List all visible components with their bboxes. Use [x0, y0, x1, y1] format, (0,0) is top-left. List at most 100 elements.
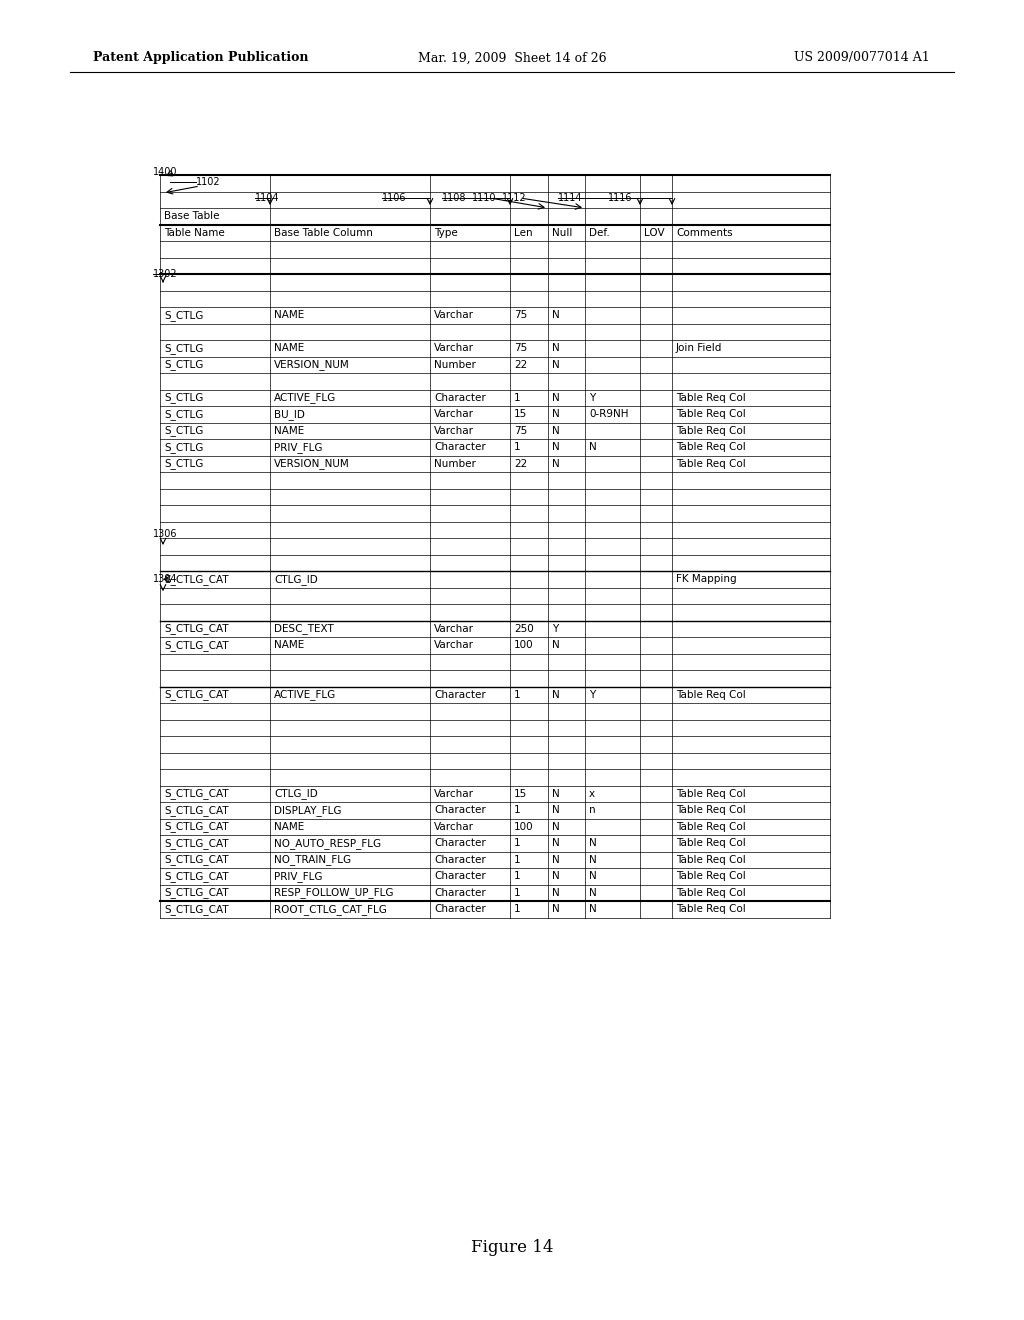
Text: 1: 1: [514, 871, 520, 882]
Text: 1: 1: [514, 838, 520, 849]
Text: Varchar: Varchar: [434, 640, 474, 651]
Text: Table Name: Table Name: [164, 228, 224, 238]
Text: 15: 15: [514, 789, 527, 799]
Text: Y: Y: [589, 690, 595, 700]
Text: Table Req Col: Table Req Col: [676, 426, 745, 436]
Text: Y: Y: [589, 393, 595, 403]
Text: 75: 75: [514, 426, 527, 436]
Text: ROOT_CTLG_CAT_FLG: ROOT_CTLG_CAT_FLG: [274, 904, 387, 915]
Text: Character: Character: [434, 442, 485, 453]
Text: S_CTLG_CAT: S_CTLG_CAT: [164, 788, 228, 799]
Text: Table Req Col: Table Req Col: [676, 888, 745, 898]
Text: Character: Character: [434, 690, 485, 700]
Text: S_CTLG_CAT: S_CTLG_CAT: [164, 904, 228, 915]
Text: N: N: [589, 904, 597, 915]
Text: 1106: 1106: [382, 193, 407, 203]
Text: 1306: 1306: [153, 529, 177, 539]
Text: 250: 250: [514, 624, 534, 634]
Text: n: n: [589, 805, 596, 816]
Text: 75: 75: [514, 310, 527, 321]
Text: Character: Character: [434, 393, 485, 403]
Text: 1: 1: [514, 442, 520, 453]
Text: NO_AUTO_RESP_FLG: NO_AUTO_RESP_FLG: [274, 838, 381, 849]
Text: 100: 100: [514, 822, 534, 832]
Text: Varchar: Varchar: [434, 624, 474, 634]
Text: S_CTLG: S_CTLG: [164, 442, 204, 453]
Text: Join Field: Join Field: [676, 343, 722, 354]
Text: PRIV_FLG: PRIV_FLG: [274, 871, 323, 882]
Text: ACTIVE_FLG: ACTIVE_FLG: [274, 392, 336, 403]
Text: Table Req Col: Table Req Col: [676, 459, 745, 469]
Text: S_CTLG: S_CTLG: [164, 359, 204, 370]
Text: RESP_FOLLOW_UP_FLG: RESP_FOLLOW_UP_FLG: [274, 887, 393, 898]
Text: N: N: [552, 904, 560, 915]
Text: 1112: 1112: [502, 193, 526, 203]
Text: 1: 1: [514, 888, 520, 898]
Text: VERSION_NUM: VERSION_NUM: [274, 458, 350, 469]
Text: Character: Character: [434, 838, 485, 849]
Text: Character: Character: [434, 871, 485, 882]
Text: BU_ID: BU_ID: [274, 409, 305, 420]
Text: N: N: [552, 822, 560, 832]
Text: VERSION_NUM: VERSION_NUM: [274, 359, 350, 370]
Text: S_CTLG_CAT: S_CTLG_CAT: [164, 821, 228, 832]
Text: Varchar: Varchar: [434, 343, 474, 354]
Text: 1: 1: [514, 904, 520, 915]
Text: 1110: 1110: [472, 193, 497, 203]
Text: Def.: Def.: [589, 228, 609, 238]
Text: Varchar: Varchar: [434, 310, 474, 321]
Text: CTLG_ID: CTLG_ID: [274, 788, 317, 799]
Text: N: N: [552, 805, 560, 816]
Text: N: N: [552, 343, 560, 354]
Text: Number: Number: [434, 360, 476, 370]
Text: Table Req Col: Table Req Col: [676, 409, 745, 420]
Text: Mar. 19, 2009  Sheet 14 of 26: Mar. 19, 2009 Sheet 14 of 26: [418, 51, 606, 65]
Text: 22: 22: [514, 360, 527, 370]
Text: Table Req Col: Table Req Col: [676, 789, 745, 799]
Text: S_CTLG_CAT: S_CTLG_CAT: [164, 854, 228, 865]
Text: Character: Character: [434, 805, 485, 816]
Text: NAME: NAME: [274, 640, 304, 651]
Text: Base Table: Base Table: [164, 211, 219, 222]
Text: Character: Character: [434, 904, 485, 915]
Text: 1: 1: [514, 805, 520, 816]
Text: Varchar: Varchar: [434, 409, 474, 420]
Text: Comments: Comments: [676, 228, 732, 238]
Text: 1: 1: [514, 393, 520, 403]
Text: N: N: [552, 459, 560, 469]
Text: S_CTLG: S_CTLG: [164, 343, 204, 354]
Text: N: N: [552, 888, 560, 898]
Text: N: N: [589, 442, 597, 453]
Text: Varchar: Varchar: [434, 789, 474, 799]
Text: N: N: [589, 888, 597, 898]
Text: Base Table Column: Base Table Column: [274, 228, 373, 238]
Text: Character: Character: [434, 888, 485, 898]
Text: Varchar: Varchar: [434, 426, 474, 436]
Text: NAME: NAME: [274, 822, 304, 832]
Text: Y: Y: [552, 624, 558, 634]
Text: N: N: [552, 360, 560, 370]
Text: x: x: [589, 789, 595, 799]
Text: DISPLAY_FLG: DISPLAY_FLG: [274, 805, 341, 816]
Text: S_CTLG: S_CTLG: [164, 458, 204, 469]
Text: N: N: [552, 393, 560, 403]
Text: 1108: 1108: [442, 193, 467, 203]
Text: 1102: 1102: [196, 177, 220, 187]
Text: Varchar: Varchar: [434, 822, 474, 832]
Text: S_CTLG_CAT: S_CTLG_CAT: [164, 689, 228, 700]
Text: Table Req Col: Table Req Col: [676, 690, 745, 700]
Text: Number: Number: [434, 459, 476, 469]
Text: 15: 15: [514, 409, 527, 420]
Text: Figure 14: Figure 14: [471, 1239, 553, 1257]
Text: N: N: [552, 442, 560, 453]
Text: Type: Type: [434, 228, 458, 238]
Text: 75: 75: [514, 343, 527, 354]
Text: NAME: NAME: [274, 343, 304, 354]
Text: 1302: 1302: [153, 269, 177, 279]
Text: S_CTLG_CAT: S_CTLG_CAT: [164, 640, 228, 651]
Text: 1304: 1304: [153, 574, 177, 585]
Text: N: N: [552, 871, 560, 882]
Text: 22: 22: [514, 459, 527, 469]
Text: 1114: 1114: [558, 193, 583, 203]
Text: 1: 1: [514, 855, 520, 865]
